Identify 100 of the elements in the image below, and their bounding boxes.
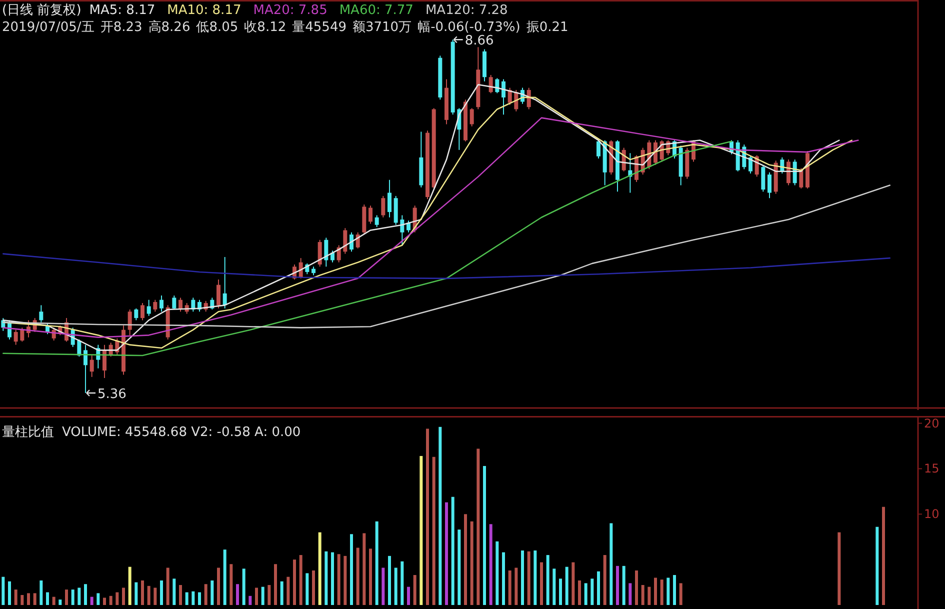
y-tick-label: 20 [924,416,940,430]
bar [65,590,68,605]
bar [337,554,340,605]
bar [40,580,43,605]
bar [33,593,36,605]
bar [559,578,562,605]
annotation: 5.36 [98,387,126,402]
bar [236,584,239,605]
annotation: 低8.05 [196,20,238,35]
annotation: 量45549 [292,20,346,35]
bar [20,595,24,605]
bar [103,598,106,605]
bar [508,570,512,605]
candlestick [140,302,144,321]
bar [350,534,353,605]
bar [318,532,322,605]
bar [286,576,290,605]
text: MA20: 7.85 [253,3,328,18]
bar [154,588,157,605]
bar [432,456,436,605]
bar [2,576,5,605]
bar [160,580,163,605]
bar [514,568,518,605]
candlestick [761,164,766,192]
text: MA60: 7.77 [339,3,414,18]
annotation: 额3710万 [352,20,412,35]
bar [502,552,505,605]
bar [293,560,296,605]
candlestick [172,295,176,310]
bar [268,585,271,605]
bar [369,548,372,605]
bar [52,596,56,605]
bar [242,568,246,605]
annotation: 振0.21 [526,20,568,35]
bar [356,548,360,605]
candlestick [596,140,600,159]
text: MA120: 7.28 [425,3,508,18]
bar [654,578,657,605]
bar [407,586,410,605]
bar [426,428,429,605]
bar [603,555,606,605]
bar [464,514,467,605]
bar [312,570,315,605]
candlestick [216,278,220,309]
bar [622,566,626,605]
bar [274,564,277,605]
bar [8,581,11,605]
annotation: 收8.12 [244,20,286,35]
bar [882,506,885,605]
bar [84,584,87,605]
bar [210,580,214,605]
bar [666,578,670,605]
candlestick [84,344,88,394]
bar [679,583,682,605]
bar [306,573,309,605]
bar [540,562,543,605]
bar [590,578,594,605]
bar [280,581,284,605]
candlestick [20,327,24,342]
bar [362,533,366,605]
bar [109,596,112,605]
bar [521,550,524,605]
bar [185,592,188,605]
bar [546,555,550,605]
bar [470,521,474,605]
bar [597,571,600,605]
candlestick [39,304,44,323]
candlestick [495,78,500,94]
candlestick [134,308,138,321]
bar [230,564,233,605]
bar [166,568,170,605]
bar [394,568,398,605]
bar [400,561,404,605]
bar [71,590,74,605]
candlestick [748,156,752,174]
bar [388,556,391,605]
bar [489,524,492,605]
annotation: 幅-0.06(-0.73%) [418,20,520,35]
bar [217,568,220,605]
bar [458,530,461,605]
bar [438,426,442,605]
bar [382,568,385,605]
bar [96,593,100,605]
bar [344,556,347,605]
bar [451,496,454,605]
bar [616,566,619,605]
bar [248,596,252,605]
bar [673,575,676,605]
candlestick [160,295,164,312]
bar [204,584,208,605]
candlestick [502,78,506,116]
bar [496,541,499,605]
candlestick [350,232,354,252]
candlestick [222,256,227,309]
annotation: 2019/07/05/五 [2,20,94,35]
candlestick [388,179,392,218]
bar [420,456,423,605]
candlestick [368,205,372,224]
candlestick [799,168,804,189]
bar [648,586,651,605]
